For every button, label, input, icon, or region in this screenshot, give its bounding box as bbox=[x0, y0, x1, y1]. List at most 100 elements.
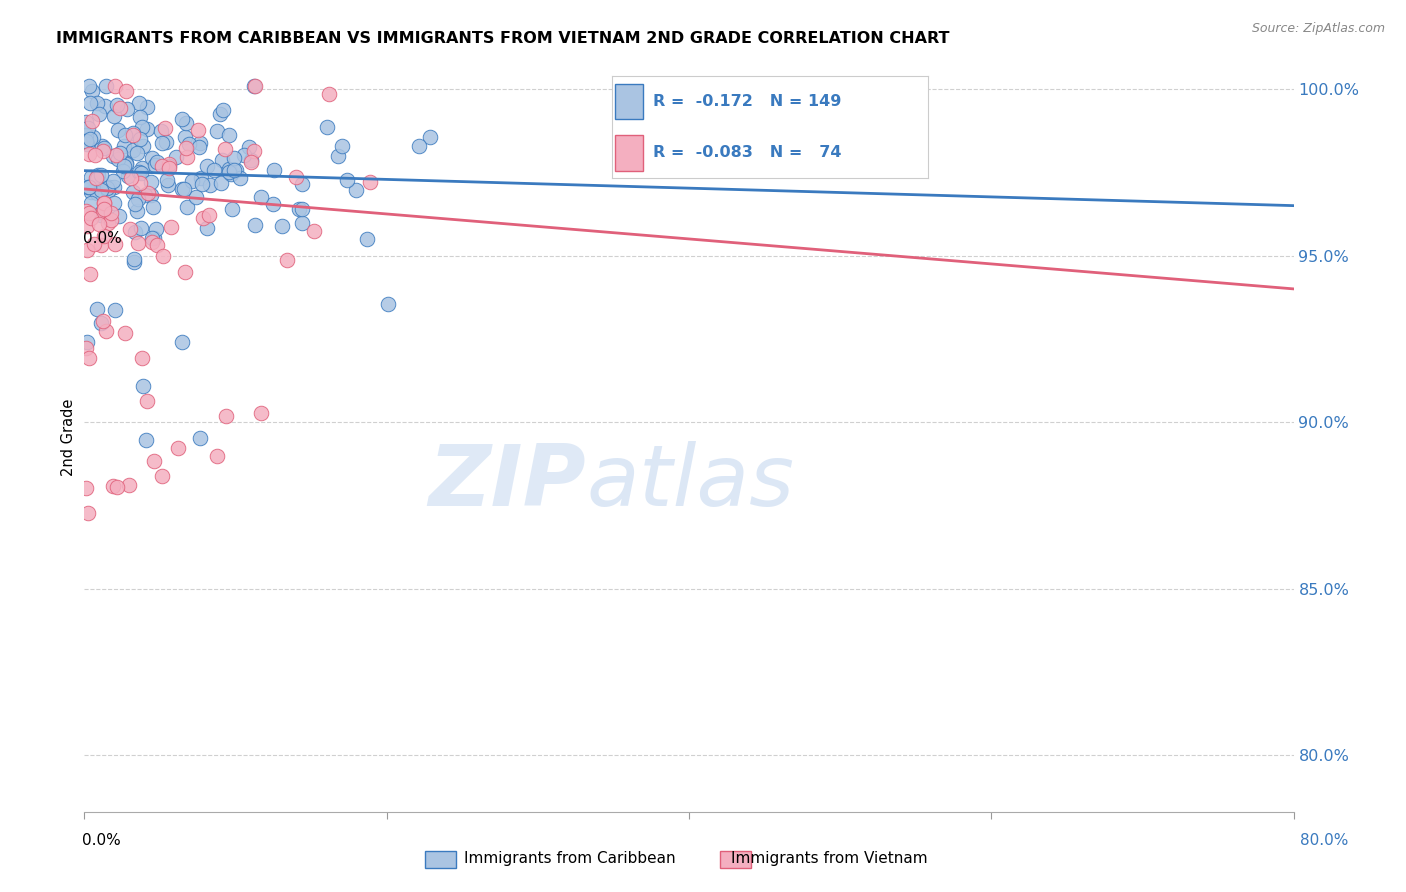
Point bbox=[165, 150, 187, 164]
Point bbox=[80, 196, 103, 211]
Point bbox=[90, 206, 112, 220]
Point bbox=[120, 171, 142, 186]
Point bbox=[77, 180, 100, 194]
Point bbox=[122, 126, 145, 140]
Point bbox=[170, 112, 193, 126]
Point bbox=[100, 206, 122, 220]
Point bbox=[79, 268, 101, 282]
Point bbox=[76, 219, 98, 233]
Point bbox=[271, 219, 294, 233]
Point bbox=[111, 163, 134, 178]
Point bbox=[181, 173, 204, 187]
Point bbox=[174, 141, 197, 155]
Bar bbox=[425, 851, 456, 869]
Point bbox=[141, 230, 163, 244]
Point bbox=[136, 186, 159, 201]
Point bbox=[195, 159, 218, 173]
Point bbox=[170, 182, 193, 196]
Point bbox=[218, 161, 240, 176]
Point bbox=[359, 176, 381, 190]
Point bbox=[122, 143, 145, 157]
Point bbox=[75, 203, 97, 218]
Point bbox=[146, 238, 169, 252]
Point bbox=[132, 139, 155, 153]
Point bbox=[229, 171, 252, 186]
Point bbox=[152, 249, 174, 263]
Point bbox=[135, 434, 157, 448]
Point bbox=[150, 136, 173, 151]
Point bbox=[97, 211, 120, 226]
Point bbox=[84, 171, 107, 186]
Point bbox=[170, 334, 193, 349]
Y-axis label: 2nd Grade: 2nd Grade bbox=[60, 399, 76, 475]
Point bbox=[186, 190, 208, 204]
Point bbox=[243, 144, 266, 158]
Point bbox=[120, 221, 142, 235]
Point bbox=[156, 178, 179, 192]
Point bbox=[211, 153, 233, 168]
Point bbox=[108, 102, 131, 116]
Point bbox=[93, 141, 115, 155]
Point bbox=[105, 98, 128, 112]
Point bbox=[408, 139, 430, 153]
Point bbox=[291, 178, 314, 192]
Text: atlas: atlas bbox=[586, 441, 794, 524]
Point bbox=[177, 136, 200, 151]
Point bbox=[103, 174, 125, 188]
Point bbox=[173, 129, 195, 144]
Point bbox=[121, 128, 143, 143]
Point bbox=[87, 107, 110, 121]
Point bbox=[302, 224, 325, 238]
Point bbox=[222, 162, 245, 177]
Text: Immigrants from Caribbean: Immigrants from Caribbean bbox=[464, 852, 676, 866]
Point bbox=[75, 115, 97, 129]
Text: R =  -0.172   N = 149: R = -0.172 N = 149 bbox=[652, 94, 841, 109]
Point bbox=[195, 221, 218, 235]
Point bbox=[145, 222, 167, 236]
Point bbox=[103, 179, 125, 194]
Point bbox=[202, 163, 225, 178]
Point bbox=[107, 123, 129, 137]
Point bbox=[76, 335, 98, 350]
Point bbox=[115, 103, 138, 117]
Point bbox=[76, 121, 98, 136]
Point bbox=[250, 406, 273, 420]
Point bbox=[191, 211, 214, 226]
Point bbox=[285, 169, 308, 184]
Point bbox=[91, 138, 114, 153]
Point bbox=[96, 324, 118, 338]
Point bbox=[80, 84, 103, 98]
Point bbox=[288, 202, 311, 217]
Point bbox=[150, 124, 173, 138]
Point bbox=[127, 236, 149, 251]
Point bbox=[276, 252, 298, 267]
Point bbox=[75, 128, 97, 143]
Point bbox=[128, 165, 150, 179]
Point bbox=[291, 216, 314, 230]
Point bbox=[76, 136, 98, 151]
Point bbox=[118, 477, 141, 491]
Point bbox=[211, 103, 233, 118]
Point bbox=[214, 143, 236, 157]
Point bbox=[103, 479, 125, 493]
Point bbox=[131, 120, 153, 134]
Point bbox=[136, 122, 159, 136]
Point bbox=[141, 188, 163, 202]
Point bbox=[91, 314, 114, 328]
Point bbox=[136, 394, 159, 409]
Point bbox=[103, 110, 125, 124]
Point bbox=[86, 96, 108, 111]
Point bbox=[218, 165, 240, 179]
Point bbox=[136, 100, 159, 114]
Point bbox=[77, 206, 100, 220]
Point bbox=[91, 205, 114, 219]
Point bbox=[219, 167, 242, 181]
Point bbox=[115, 84, 138, 98]
Point bbox=[93, 196, 115, 211]
Point bbox=[80, 114, 103, 128]
Point bbox=[94, 99, 117, 113]
Text: 0.0%: 0.0% bbox=[82, 833, 121, 847]
Point bbox=[150, 159, 173, 173]
Point bbox=[127, 145, 149, 160]
Point bbox=[83, 237, 105, 252]
